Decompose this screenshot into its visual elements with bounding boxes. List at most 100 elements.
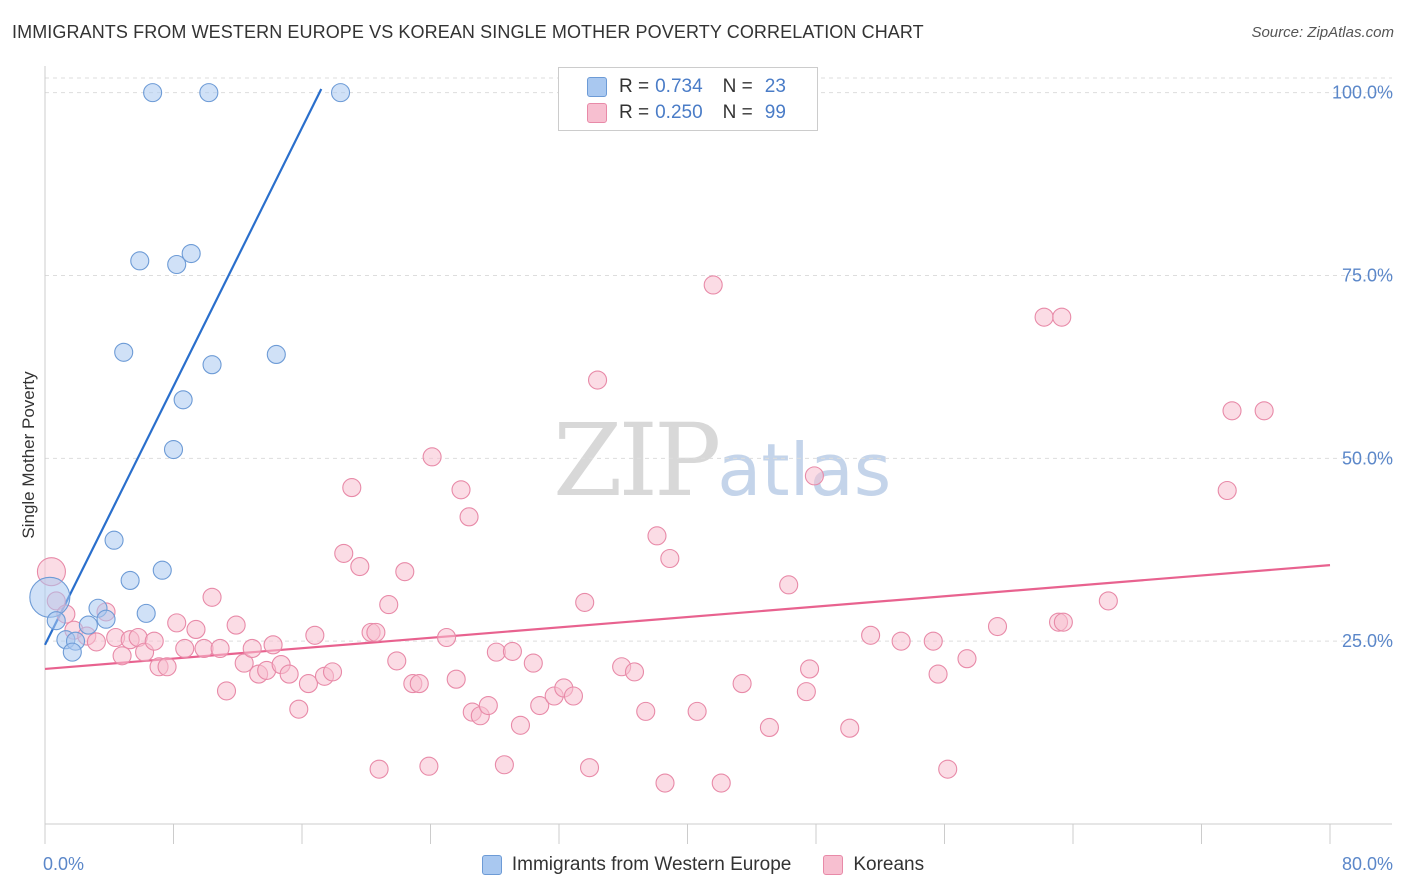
data-point [1053,612,1073,632]
series-label-koreans: Koreans [853,854,925,875]
axes [44,66,1392,844]
data-point [530,695,550,716]
watermark-zip: ZIP [553,402,721,519]
series-swatch-koreans [823,855,844,875]
data-point [202,587,222,607]
data-point [112,646,132,666]
data-point [1222,401,1242,421]
y-axis-label: Single Mother Poverty [19,371,38,539]
data-point [379,595,399,615]
data-point [478,695,498,716]
data-point [459,507,479,527]
data-point [928,664,948,684]
data-point [451,480,471,500]
data-point [1254,401,1274,421]
data-point [636,701,656,721]
stats-legend: R = 0.734 N = 23 R = 0.250 N = 99 [558,67,818,131]
data-point [173,390,193,410]
y-tick-label: 75.0% [1342,265,1393,285]
data-point [494,755,514,775]
data-point [86,632,106,652]
data-point [167,254,187,275]
y-tick-label: 25.0% [1342,631,1393,651]
data-point [711,773,731,793]
data-point [130,251,150,271]
data-point [587,370,608,390]
data-point [46,611,66,631]
data-point [938,759,958,779]
chart-title: IMMIGRANTS FROM WESTERN EUROPE VS KOREAN… [12,22,924,42]
data-point [163,439,184,460]
data-point [510,715,531,735]
data-point [120,570,140,591]
data-point [446,669,466,689]
data-point [759,717,779,738]
legend-swatch-koreans [587,103,607,123]
series-legend-item-koreans[interactable]: Koreans [823,854,924,876]
data-point [957,649,977,669]
data-point [923,631,943,651]
data-point [703,275,723,295]
data-point [624,662,645,682]
data-point [175,638,195,659]
data-point [305,625,325,645]
data-point [804,466,824,486]
data-point [62,642,82,662]
data-point [523,653,543,673]
data-point [563,686,584,706]
data-point [687,701,707,721]
data-point [575,592,595,612]
data-point [1052,307,1072,327]
x-tick-label: 0.0% [43,854,84,874]
y-tick-label: 50.0% [1342,448,1393,468]
data-point [395,562,415,582]
data-point [330,83,351,103]
data-point [660,548,680,569]
data-point [334,543,354,563]
legend-n-value: 99 [764,102,786,123]
data-point [647,526,667,546]
data-point [234,653,254,673]
watermark: ZIPatlas [553,402,891,519]
legend-swatch-western-europe [587,77,607,97]
series-legend: Immigrants from Western Europe Koreans [0,852,1406,878]
data-point [242,638,262,659]
y-tick-label: 100.0% [1332,83,1393,103]
data-point [199,83,219,103]
data-point [78,615,98,635]
data-point [350,557,370,577]
data-point [655,773,675,793]
series-swatch-western-europe [481,855,502,875]
series-label-western-europe: Immigrants from Western Europe [511,854,792,875]
gridlines [45,77,1392,642]
data-point [186,619,206,640]
data-point [1034,307,1054,327]
legend-r-label: R = [619,76,650,97]
trend-lines [44,88,1331,671]
data-point [409,674,429,694]
data-point [861,625,881,645]
legend-r-label: R = [619,102,650,123]
data-point [1217,480,1237,501]
data-point [779,575,799,595]
data-point [263,635,283,655]
data-point [152,560,172,580]
data-point [202,355,222,375]
legend-r-value: 0.250 [655,102,703,123]
data-point [29,576,71,618]
data-point [987,616,1008,637]
data-point [502,641,522,661]
data-point [279,664,299,684]
legend-n-label: N = [722,102,753,123]
data-point [800,659,820,679]
watermark-atlas: atlas [717,428,892,512]
legend-n-label: N = [722,76,753,97]
trend-line [44,88,323,646]
tick-labels: 25.0% 50.0% 75.0% 100.0% 0.0% 80.0% [43,83,1393,874]
data-point [422,447,442,467]
data-point [387,651,407,671]
data-points [29,83,1274,793]
series-legend-item-western-europe[interactable]: Immigrants from Western Europe [481,854,792,876]
data-point [369,759,389,779]
